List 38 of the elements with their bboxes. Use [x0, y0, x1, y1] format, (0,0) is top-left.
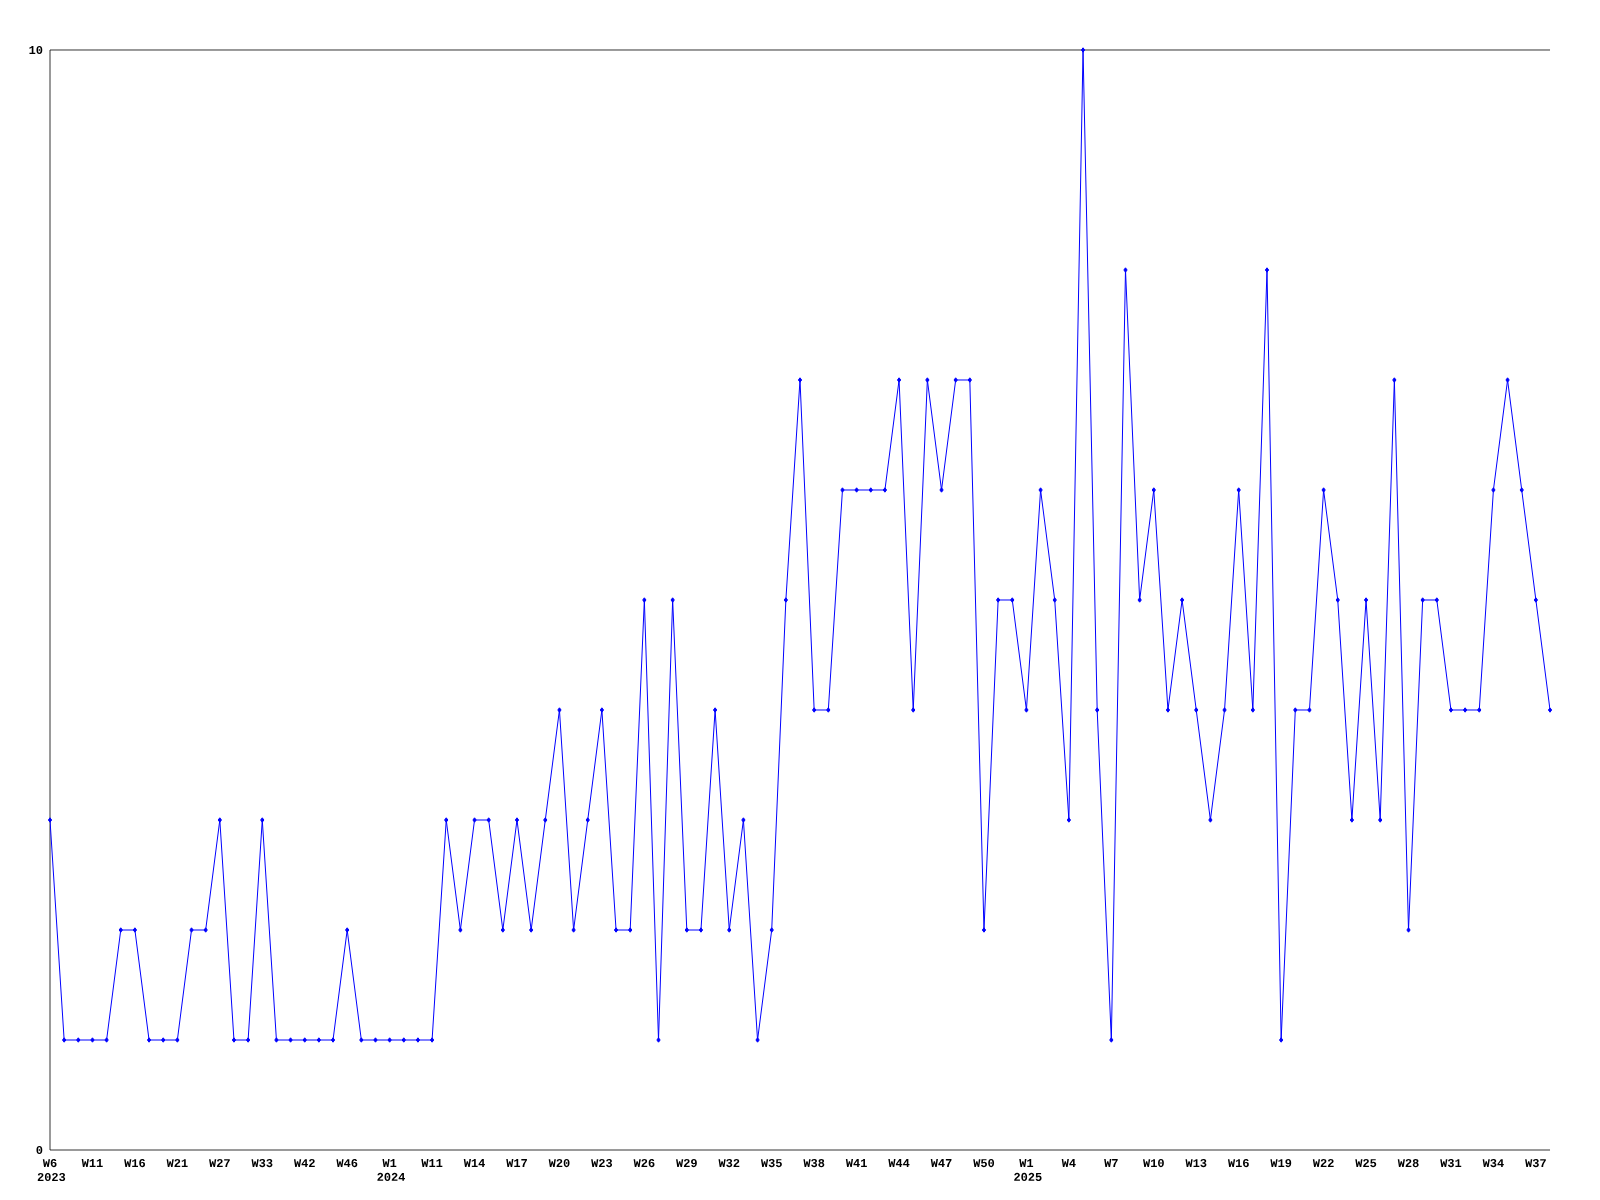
x-tick-label: W19	[1270, 1159, 1292, 1168]
x-tick-label: W6 2023	[37, 1159, 66, 1182]
x-tick-label: W23	[591, 1159, 613, 1168]
x-tick-label: W22	[1312, 1159, 1334, 1168]
x-tick-label: W4	[1061, 1159, 1076, 1167]
x-tick-label: W33	[251, 1159, 273, 1168]
x-tick-label: W46	[336, 1159, 358, 1168]
x-tick-label: W17	[506, 1159, 527, 1167]
x-tick-label: W16	[1227, 1159, 1249, 1168]
y-tick-label: 10	[29, 45, 43, 55]
x-tick-label: W34	[1482, 1159, 1504, 1168]
x-tick-label: W29	[676, 1159, 697, 1168]
x-tick-label: W1 2024	[377, 1159, 406, 1181]
x-tick-label: W42	[293, 1159, 315, 1168]
x-tick-label: W31	[1440, 1159, 1462, 1168]
x-tick-label: W11	[81, 1159, 103, 1167]
x-tick-label: W21	[166, 1159, 188, 1168]
x-tick-label: W13	[1185, 1159, 1207, 1168]
x-tick-label: W16	[124, 1159, 146, 1168]
x-tick-label: W38	[803, 1159, 825, 1168]
x-tick-label: W50	[973, 1159, 995, 1168]
y-tick-label: 0	[36, 1145, 43, 1155]
x-tick-label: W32	[718, 1159, 740, 1168]
x-tick-label: W41	[845, 1159, 867, 1167]
x-tick-label: W14	[463, 1159, 485, 1167]
x-tick-label: W35	[760, 1159, 782, 1168]
x-tick-label: W1 2025	[1014, 1159, 1042, 1181]
x-tick-label: W47	[930, 1159, 952, 1167]
x-tick-label: W28	[1397, 1159, 1419, 1168]
x-tick-label: W27	[209, 1159, 230, 1168]
x-tick-label: W37	[1525, 1159, 1546, 1168]
x-tick-label: W20	[548, 1159, 570, 1168]
x-tick-label: W10	[1143, 1159, 1164, 1168]
x-tick-label: W7	[1104, 1159, 1118, 1167]
x-tick-label: W11	[421, 1159, 443, 1167]
x-tick-label: W26	[633, 1159, 655, 1168]
x-tick-label: W25	[1355, 1159, 1377, 1168]
x-tick-label: W44	[888, 1159, 910, 1167]
